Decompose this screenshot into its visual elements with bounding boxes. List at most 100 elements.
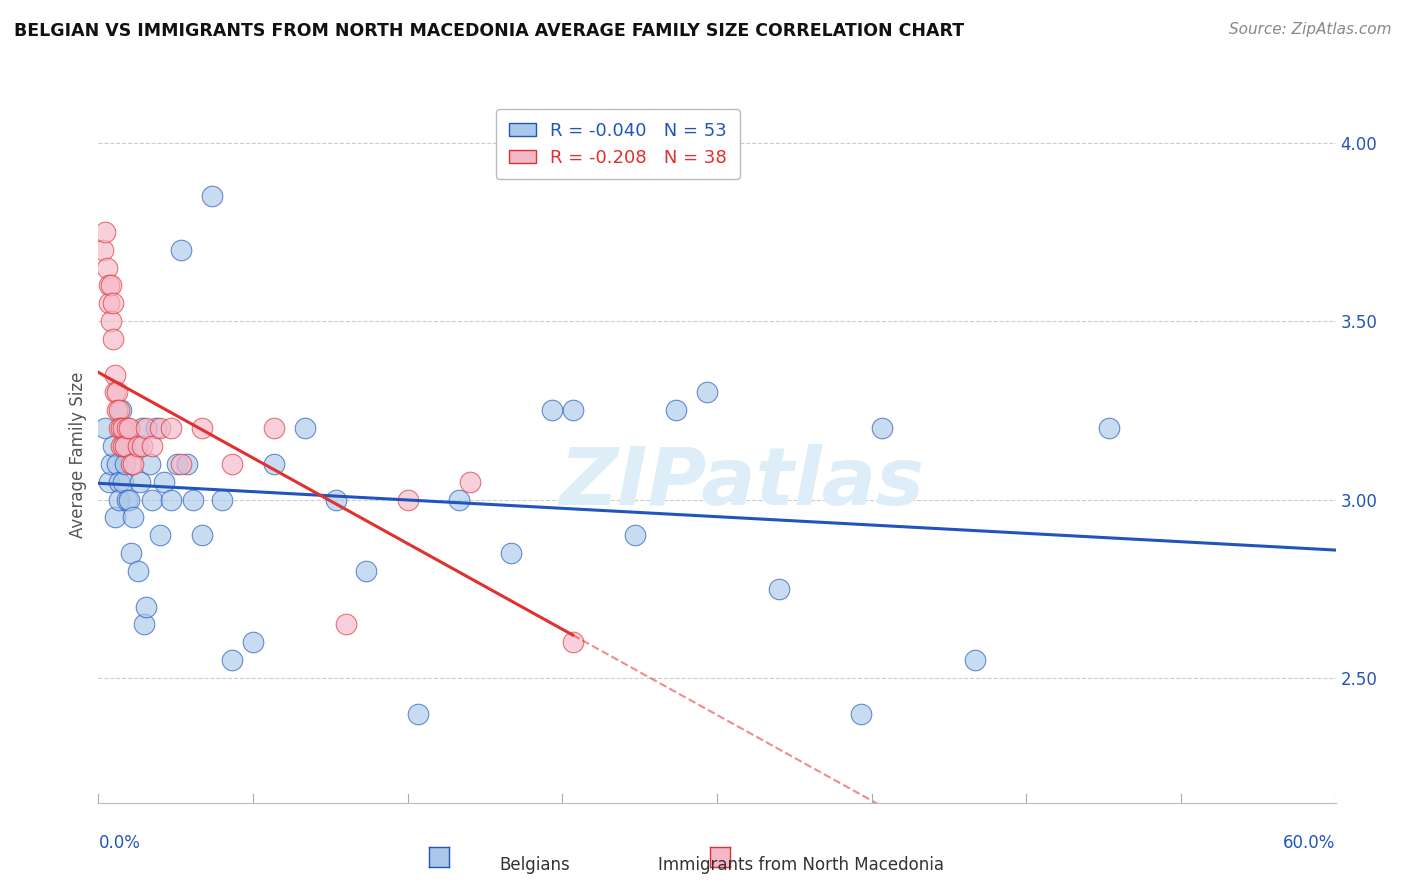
Point xyxy=(325,492,347,507)
Point xyxy=(131,439,153,453)
Point xyxy=(108,403,131,417)
Point xyxy=(97,278,120,293)
Point xyxy=(97,475,120,489)
Point xyxy=(561,635,583,649)
Point xyxy=(149,528,172,542)
Point xyxy=(127,439,149,453)
Point xyxy=(141,439,163,453)
Point xyxy=(108,475,131,489)
Point xyxy=(112,475,135,489)
Point xyxy=(112,421,135,435)
Point xyxy=(139,457,162,471)
Point xyxy=(1098,421,1121,435)
Point xyxy=(190,421,212,435)
Point xyxy=(120,546,142,560)
Legend: R = -0.040   N = 53, R = -0.208   N = 38: R = -0.040 N = 53, R = -0.208 N = 38 xyxy=(496,109,740,179)
Point xyxy=(170,243,193,257)
Point xyxy=(112,439,135,453)
Point xyxy=(124,439,146,453)
Point xyxy=(105,457,128,471)
Text: ZIPatlas: ZIPatlas xyxy=(560,443,924,522)
Point xyxy=(96,260,118,275)
Point xyxy=(356,564,378,578)
Point xyxy=(104,368,127,382)
Point xyxy=(135,421,157,435)
Point xyxy=(541,403,564,417)
Point xyxy=(114,457,136,471)
Point xyxy=(127,564,149,578)
Point xyxy=(149,421,172,435)
Text: Belgians: Belgians xyxy=(499,856,569,874)
Point xyxy=(458,475,481,489)
Point xyxy=(117,421,139,435)
Point xyxy=(181,492,204,507)
Point xyxy=(201,189,224,203)
Point xyxy=(963,653,986,667)
Point xyxy=(114,439,136,453)
Point xyxy=(120,457,142,471)
Point xyxy=(108,421,131,435)
Point xyxy=(263,421,285,435)
Text: BELGIAN VS IMMIGRANTS FROM NORTH MACEDONIA AVERAGE FAMILY SIZE CORRELATION CHART: BELGIAN VS IMMIGRANTS FROM NORTH MACEDON… xyxy=(14,22,965,40)
Point xyxy=(335,617,357,632)
Point xyxy=(153,475,176,489)
Point xyxy=(117,492,139,507)
Text: Immigrants from North Macedonia: Immigrants from North Macedonia xyxy=(658,856,945,874)
Point xyxy=(132,617,155,632)
Point xyxy=(221,457,243,471)
Point xyxy=(242,635,264,649)
Point xyxy=(131,421,153,435)
Point xyxy=(263,457,285,471)
Point xyxy=(170,457,193,471)
Point xyxy=(105,385,128,400)
Point xyxy=(145,421,167,435)
Point xyxy=(499,546,522,560)
Text: 0.0%: 0.0% xyxy=(98,834,141,852)
Point xyxy=(221,653,243,667)
Point xyxy=(406,706,429,721)
Point xyxy=(159,421,181,435)
Point xyxy=(122,510,145,524)
Point xyxy=(561,403,583,417)
Point xyxy=(294,421,316,435)
Point xyxy=(190,528,212,542)
Point xyxy=(118,492,141,507)
Point xyxy=(100,457,122,471)
Point xyxy=(100,278,122,293)
Point xyxy=(104,510,127,524)
Point xyxy=(449,492,471,507)
Point xyxy=(623,528,645,542)
Point xyxy=(104,385,127,400)
Point xyxy=(97,296,120,310)
Point xyxy=(91,243,114,257)
Point xyxy=(396,492,419,507)
Point xyxy=(870,421,893,435)
Point xyxy=(122,457,145,471)
Point xyxy=(176,457,198,471)
Point xyxy=(101,439,124,453)
Point xyxy=(100,314,122,328)
Point xyxy=(768,582,790,596)
Point xyxy=(110,403,132,417)
Point xyxy=(105,403,128,417)
Point xyxy=(166,457,188,471)
Point xyxy=(141,492,163,507)
Point xyxy=(665,403,688,417)
Point xyxy=(108,492,131,507)
Point xyxy=(159,492,181,507)
Point xyxy=(118,421,141,435)
Text: Source: ZipAtlas.com: Source: ZipAtlas.com xyxy=(1229,22,1392,37)
Y-axis label: Average Family Size: Average Family Size xyxy=(69,372,87,538)
Point xyxy=(135,599,157,614)
Text: 60.0%: 60.0% xyxy=(1284,834,1336,852)
Point xyxy=(93,225,115,239)
Point xyxy=(93,421,115,435)
Point xyxy=(110,439,132,453)
Point xyxy=(101,296,124,310)
Point xyxy=(696,385,718,400)
Point xyxy=(211,492,233,507)
Point xyxy=(110,421,132,435)
Point xyxy=(851,706,873,721)
Point xyxy=(101,332,124,346)
Point xyxy=(128,475,150,489)
